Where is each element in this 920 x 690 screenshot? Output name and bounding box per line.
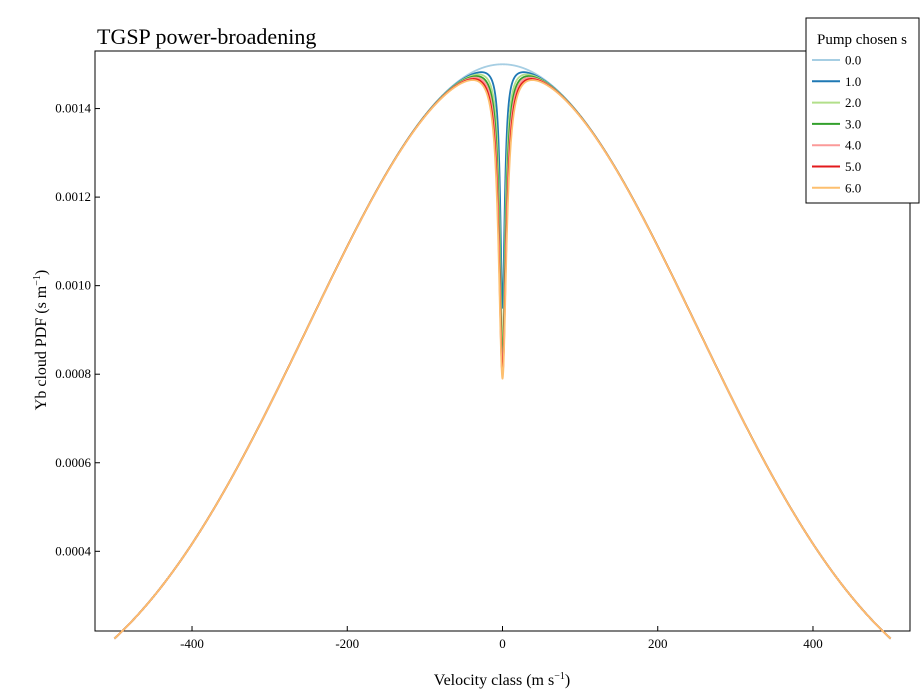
legend-label: 3.0 — [845, 116, 861, 131]
x-axis-label: Velocity class (m s−1) — [434, 671, 570, 689]
x-tick-label: 200 — [648, 636, 668, 651]
y-tick-label: 0.0004 — [55, 543, 91, 558]
y-axis-label: Yb cloud PDF (s m−1) — [32, 270, 50, 410]
legend-items: 0.0 1.0 2.0 3.0 4.0 5.0 6.0 — [812, 53, 861, 195]
y-tick-label: 0.0008 — [55, 366, 91, 381]
legend-label: 4.0 — [845, 138, 861, 153]
series-layer — [113, 63, 892, 640]
series-line-s-6-0 — [113, 79, 892, 640]
x-tick-label: -200 — [335, 636, 359, 651]
x-axis-label-main: Velocity class (m s — [434, 672, 554, 689]
x-tick-label: -400 — [180, 636, 204, 651]
x-tick-label: 400 — [803, 636, 823, 651]
y-tick-label: 0.0012 — [55, 189, 91, 204]
y-axis-ticks: 0.0004 0.0006 0.0008 0.0010 0.0012 0.0014 — [55, 101, 100, 558]
y-tick-label: 0.0006 — [55, 455, 91, 470]
y-axis-label-sup: −1 — [32, 275, 43, 286]
legend-title: Pump chosen s — [817, 32, 907, 48]
x-axis-label-end: ) — [565, 672, 570, 689]
legend-label: 1.0 — [845, 74, 861, 89]
chart-title: TGSP power-broadening — [97, 24, 316, 49]
x-axis-label-sup: −1 — [554, 671, 565, 682]
x-tick-label: 0 — [499, 636, 506, 651]
series-line-s-4-0 — [113, 76, 892, 640]
legend-label: 2.0 — [845, 95, 861, 110]
legend-box — [805, 17, 920, 204]
legend-label: 5.0 — [845, 159, 861, 174]
y-tick-label: 0.0014 — [55, 101, 91, 116]
legend-label: 0.0 — [845, 53, 861, 68]
y-axis-label-main: Yb cloud PDF (s m — [33, 285, 50, 410]
x-axis-ticks: -400 -200 0 200 400 — [180, 626, 823, 651]
legend: Pump chosen s 0.0 1.0 2.0 3.0 4.0 5.0 6.0 — [805, 17, 920, 204]
y-axis-label-end: ) — [33, 270, 50, 275]
legend-label: 6.0 — [845, 180, 861, 195]
y-tick-label: 0.0010 — [55, 278, 91, 293]
